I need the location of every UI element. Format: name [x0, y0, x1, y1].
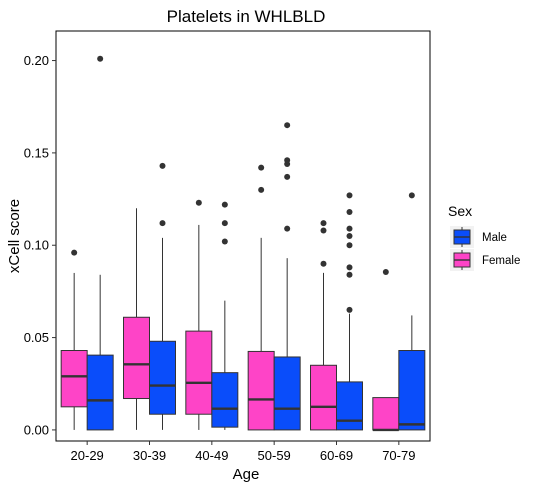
plot-panel-border — [55, 30, 431, 442]
outlier-point — [97, 55, 104, 62]
y-tick-label: 0.05 — [24, 330, 49, 345]
outlier-point — [284, 122, 291, 129]
box-body — [185, 330, 213, 415]
outlier-point — [346, 233, 353, 239]
plot-area — [60, 55, 426, 432]
box-body — [398, 350, 426, 431]
y-tick-label: 0.00 — [24, 422, 49, 437]
outlier-point — [195, 199, 202, 206]
outlier-point — [346, 192, 353, 199]
outlier-point — [71, 249, 78, 256]
outlier-point — [159, 162, 166, 169]
x-tick-label: 30-39 — [133, 448, 166, 463]
box-male-30-39 — [149, 162, 176, 430]
box-body — [336, 381, 363, 431]
outlier-point — [284, 157, 291, 164]
x-tick-label: 60-69 — [320, 448, 353, 463]
box-male-50-59 — [273, 122, 301, 431]
outlier-point — [284, 225, 291, 232]
series-female — [60, 164, 400, 432]
outlier-point — [346, 225, 353, 232]
box-female-20-29 — [60, 249, 88, 430]
box-body — [247, 350, 275, 431]
legend-title: Sex — [448, 203, 472, 219]
outlier-point — [258, 186, 265, 193]
outlier-point — [382, 269, 389, 276]
chart-title: Platelets in WHLBLD — [167, 7, 326, 26]
outlier-point — [221, 238, 228, 245]
box-male-20-29 — [86, 55, 114, 431]
x-tick-label: 40-49 — [195, 448, 228, 463]
box-male-70-79 — [398, 192, 426, 431]
box-male-40-49 — [211, 201, 239, 430]
x-tick-label: 20-29 — [71, 448, 104, 463]
box-female-60-69 — [310, 220, 337, 431]
box-body — [211, 372, 239, 428]
box-female-30-39 — [123, 208, 150, 430]
outlier-point — [284, 173, 291, 180]
box-body — [372, 397, 400, 431]
box-female-40-49 — [185, 199, 213, 430]
series-male — [86, 55, 426, 431]
outlier-point — [346, 306, 353, 313]
outlier-point — [346, 264, 353, 271]
x-tick-label: 50-59 — [258, 448, 291, 463]
box-male-60-69 — [336, 192, 363, 431]
x-axis-title: Age — [233, 466, 260, 483]
outlier-point — [346, 208, 353, 215]
outlier-point — [346, 271, 353, 278]
box-body — [149, 340, 176, 415]
legend-label-male: Male — [482, 232, 507, 244]
box-body — [273, 356, 301, 431]
outlier-point — [408, 192, 415, 199]
outlier-point — [320, 227, 327, 234]
outlier-point — [159, 220, 166, 227]
outlier-point — [221, 201, 228, 208]
outlier-point — [221, 220, 228, 227]
outlier-point — [346, 242, 353, 249]
outlier-point — [320, 220, 327, 227]
y-tick-label: 0.20 — [24, 53, 49, 68]
legend-label-female: Female — [482, 255, 520, 267]
y-axis: 0.00 0.05 0.10 0.15 0.20 — [24, 53, 56, 437]
box-female-70-79 — [372, 269, 400, 432]
x-axis: 20-29 30-39 40-49 50-59 60-69 70-79 — [71, 441, 415, 463]
box-body — [123, 316, 150, 400]
legend: Sex Male Female — [448, 203, 520, 271]
x-tick-label: 70-79 — [382, 448, 415, 463]
outlier-point — [258, 164, 265, 171]
y-axis-title: xCell score — [6, 199, 23, 273]
box-body — [310, 364, 337, 431]
y-tick-label: 0.15 — [24, 145, 49, 160]
box-female-50-59 — [247, 164, 275, 431]
box-body — [86, 354, 114, 431]
y-tick-label: 0.10 — [24, 238, 49, 253]
box-body — [60, 350, 88, 408]
outlier-point — [320, 260, 327, 267]
